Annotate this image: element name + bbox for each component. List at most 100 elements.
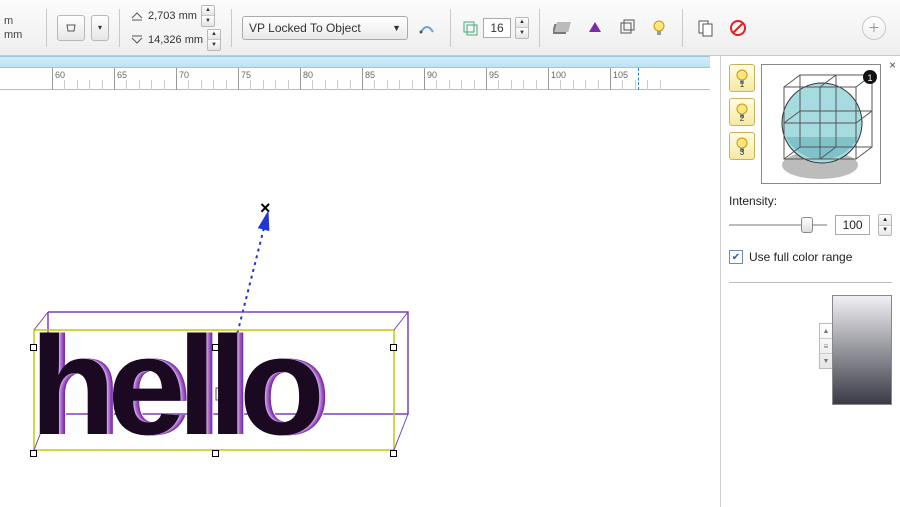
ruler-minor-tick (325, 80, 326, 90)
add-button[interactable]: ＋ (862, 16, 886, 40)
separator (46, 9, 47, 47)
bevel-count-value: 16 (483, 18, 511, 38)
gradient-preview[interactable] (832, 295, 892, 405)
color-gradient-panel: ▲≡▼ (729, 282, 892, 412)
ruler-minor-tick (523, 80, 524, 90)
ruler-minor-tick (635, 80, 636, 90)
ruler-major-tick: 80 (300, 68, 313, 90)
lighting-active-icon[interactable] (646, 15, 672, 41)
unit-labels: m mm (4, 15, 36, 41)
svg-text:1: 1 (740, 80, 745, 88)
ruler-minor-tick (188, 80, 189, 90)
light-buttons: 1 2 3 (729, 64, 755, 160)
light-1-button[interactable]: 1 (729, 64, 755, 92)
ruler-minor-tick (164, 80, 165, 90)
ruler-minor-tick (275, 80, 276, 90)
ruler-minor-tick (201, 80, 202, 90)
ruler-minor-tick (64, 80, 65, 90)
preset-dropdown-button[interactable] (57, 15, 85, 41)
close-docker-icon[interactable]: × (889, 58, 896, 72)
ruler-minor-tick (288, 80, 289, 90)
ruler-minor-tick (250, 80, 251, 90)
handle-br[interactable] (390, 450, 397, 457)
unit-bottom: mm (4, 29, 36, 41)
ruler-minor-tick (598, 80, 599, 90)
ruler-major-tick: 90 (424, 68, 437, 90)
vanishing-point-mode-select[interactable]: VP Locked To Object ▼ (242, 16, 408, 40)
depth-width-value: 2,703 mm (148, 10, 197, 22)
horizontal-ruler[interactable]: 6065707580859095100105 (0, 68, 710, 90)
ruler-minor-tick (77, 80, 78, 90)
copy-properties-icon[interactable] (693, 15, 719, 41)
light-2-button[interactable]: 2 (729, 98, 755, 126)
lighting-preview[interactable]: 1 (761, 64, 881, 184)
depth-measurements: 2,703 mm ▲▼ 14,326 mm ▲▼ (130, 5, 221, 51)
separator (231, 9, 232, 47)
ruler-major-tick: 70 (176, 68, 189, 90)
ruler-major-tick: 75 (238, 68, 251, 90)
ruler-minor-tick (498, 80, 499, 90)
ruler-major-tick: 100 (548, 68, 566, 90)
extrude-bevels-icon[interactable] (582, 15, 608, 41)
handle-bm[interactable] (212, 450, 219, 457)
ruler-minor-tick (312, 80, 313, 90)
property-bar: m mm ▾ 2,703 mm ▲▼ 14,326 mm ▲▼ VP Locke… (0, 0, 900, 56)
ruler-major-tick: 85 (362, 68, 375, 90)
handle-bl[interactable] (30, 450, 37, 457)
extrude-bounding-box[interactable]: hello (34, 324, 424, 454)
ruler-minor-tick (585, 80, 586, 90)
intensity-stepper[interactable]: ▲▼ (878, 214, 892, 236)
ruler-minor-tick (399, 80, 400, 90)
bevel-count-stepper[interactable]: ▲▼ (515, 17, 529, 39)
light-3-button[interactable]: 3 (729, 132, 755, 160)
intensity-slider[interactable] (729, 216, 827, 234)
extrude-lighting-icon[interactable] (614, 15, 640, 41)
ruler-minor-tick (647, 80, 648, 90)
extruded-text[interactable]: hello (30, 316, 317, 456)
depth-height-value: 14,326 mm (148, 34, 203, 46)
depth-height-stepper[interactable]: ▲▼ (207, 29, 221, 51)
extrude-color-icon[interactable] (550, 15, 576, 41)
ruler-minor-tick (263, 80, 264, 90)
ruler-cursor-tick (638, 68, 639, 90)
full-color-label: Use full color range (749, 250, 852, 264)
ruler-minor-tick (622, 80, 623, 90)
ruler-minor-tick (151, 80, 152, 90)
handle-tr[interactable] (390, 344, 397, 351)
ruler-minor-tick (374, 80, 375, 90)
full-color-checkbox[interactable]: ✔ (729, 250, 743, 264)
ruler-minor-tick (387, 80, 388, 90)
ruler-minor-tick (536, 80, 537, 90)
ruler-minor-tick (474, 80, 475, 90)
gradient-scrollbar[interactable]: ▲≡▼ (819, 323, 833, 369)
unit-top: m (4, 15, 36, 27)
ruler-minor-tick (337, 80, 338, 90)
ruler-minor-tick (126, 80, 127, 90)
ruler-minor-tick (436, 80, 437, 90)
svg-text:2: 2 (740, 114, 745, 122)
extrude-rotation-icon[interactable] (461, 19, 479, 37)
ruler-minor-tick (350, 80, 351, 90)
svg-text:3: 3 (740, 148, 745, 156)
depth-icon (130, 10, 144, 22)
clear-extrude-icon[interactable] (725, 15, 751, 41)
extrude-docker: × 1 2 3 (720, 56, 900, 507)
intensity-value: 100 (835, 215, 870, 235)
depth-width-stepper[interactable]: ▲▼ (201, 5, 215, 27)
preset-dropdown-caret[interactable]: ▾ (91, 15, 109, 41)
handle-tl[interactable] (30, 344, 37, 351)
ruler-minor-tick (412, 80, 413, 90)
page-vp-icon[interactable] (414, 15, 440, 41)
separator (682, 9, 683, 47)
ruler-minor-tick (461, 80, 462, 90)
drawing-canvas[interactable]: × hello (0, 90, 720, 507)
ruler-minor-tick (102, 80, 103, 90)
ruler-minor-tick (560, 80, 561, 90)
depth-icon-2 (130, 34, 144, 46)
ruler-minor-tick (89, 80, 90, 90)
chevron-down-icon: ▼ (392, 23, 401, 33)
tab-strip (0, 56, 710, 68)
handle-tm[interactable] (212, 344, 219, 351)
svg-text:1: 1 (867, 73, 872, 83)
ruler-major-tick: 60 (52, 68, 65, 90)
